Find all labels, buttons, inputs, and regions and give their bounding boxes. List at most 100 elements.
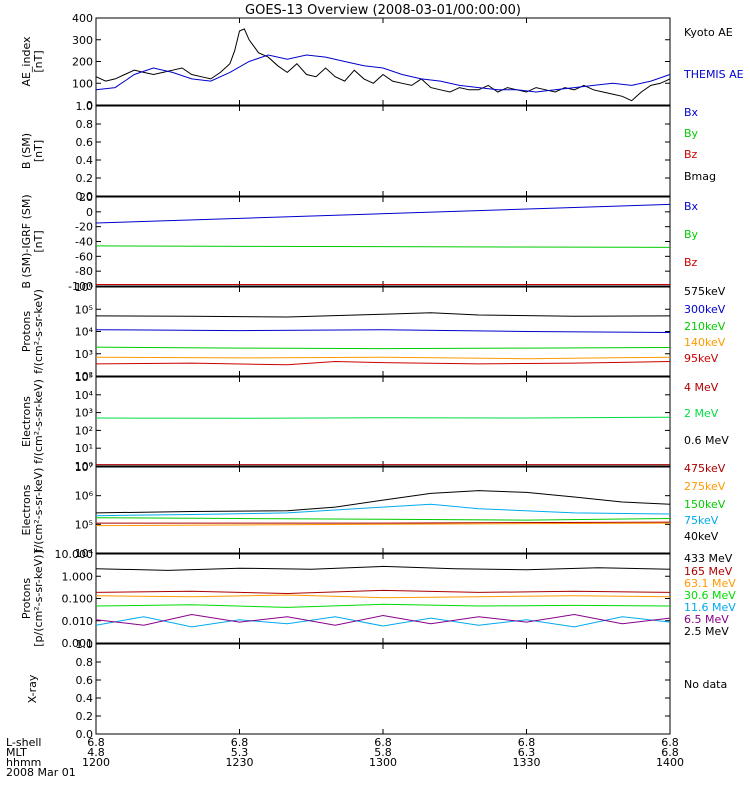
y-tick-label: 0 bbox=[86, 99, 93, 112]
y-axis-label: f/(cm²-s-sr-keV) bbox=[32, 468, 45, 553]
y-axis-label: B (SM) bbox=[20, 133, 33, 169]
y-tick-label: 10⁰ bbox=[75, 460, 94, 473]
date-label: 2008 Mar 01 bbox=[6, 766, 76, 779]
legend-entry: 2.5 MeV bbox=[684, 625, 729, 638]
y-tick-label: 10⁵ bbox=[75, 518, 93, 531]
legend-entry: 475keV bbox=[684, 462, 726, 475]
y-tick-label: 0.4 bbox=[76, 154, 94, 167]
y-tick-label: 10⁴ bbox=[75, 326, 94, 339]
panel-4: 10⁰ 10¹ 10² 10³ 10⁴ 10⁵ Electrons f/(cm²-s-sr-k… bbox=[20, 371, 729, 473]
x-tick-label: 6.3 bbox=[518, 746, 536, 759]
y-tick-label: -80 bbox=[75, 265, 93, 278]
y-axis-label: X-ray bbox=[26, 674, 39, 703]
legend-entry: 4 MeV bbox=[684, 381, 719, 394]
y-tick-label: 10⁴ bbox=[75, 547, 94, 560]
panel-6: 0.001 0.010 0.100 1.000 10.000 Protons [p/(cm²… bbox=[20, 548, 736, 650]
legend-entry: 40keV bbox=[684, 530, 719, 543]
series-line-63-1-mev bbox=[95, 594, 671, 599]
series-line-30-6-mev bbox=[95, 603, 671, 608]
series-line-95kev bbox=[95, 360, 671, 366]
series-line-300kev bbox=[95, 329, 671, 333]
no-data-note: No data bbox=[684, 678, 727, 691]
series-line-kyoto-ae bbox=[95, 28, 671, 102]
x-tick-label: 5.3 bbox=[231, 746, 249, 759]
legend-entry: Bz bbox=[684, 148, 698, 161]
y-tick-label: 10⁵ bbox=[75, 371, 93, 384]
legend-entry: 0.6 MeV bbox=[684, 434, 729, 447]
legend-entry: By bbox=[684, 127, 699, 140]
x-tick-label: 6.8 bbox=[518, 736, 536, 749]
legend-entry: 30.6 MeV bbox=[684, 589, 736, 602]
y-tick-label: 1.0 bbox=[76, 100, 94, 113]
legend-entry: 2 MeV bbox=[684, 407, 719, 420]
series-line-40kev bbox=[95, 490, 671, 514]
panel-3: 10² 10³ 10⁴ 10⁵ 10⁶ Protons f/(cm²-s-sr-keV) 57… bbox=[20, 281, 726, 383]
series-line-6-5-mev bbox=[95, 613, 671, 626]
y-axis-label: [nT] bbox=[32, 50, 45, 72]
y-axis-label: [nT] bbox=[32, 140, 45, 162]
legend-entry: 95keV bbox=[684, 352, 719, 365]
series-line-themis-ae bbox=[95, 54, 671, 93]
series-line-210kev bbox=[95, 346, 671, 350]
x-tick-label: 1230 bbox=[226, 756, 254, 769]
x-row-label: L-shell bbox=[6, 736, 42, 749]
x-row-label: MLT bbox=[6, 746, 27, 759]
legend-entry: THEMIS AE bbox=[683, 68, 744, 81]
x-tick-label: 4.8 bbox=[87, 746, 105, 759]
y-tick-label: -60 bbox=[75, 250, 93, 263]
y-tick-label: 10⁷ bbox=[75, 461, 93, 474]
y-axis-label: Electrons bbox=[20, 396, 33, 447]
x-tick-label: 1400 bbox=[656, 756, 684, 769]
x-tick-label: 6.8 bbox=[231, 736, 249, 749]
x-tick-label: 6.8 bbox=[661, 736, 679, 749]
y-tick-label: 0.010 bbox=[62, 615, 94, 628]
panel-frame bbox=[95, 196, 671, 287]
x-tick-label: 5.8 bbox=[374, 746, 392, 759]
y-tick-label: 300 bbox=[72, 34, 93, 47]
y-tick-label: 0.0 bbox=[76, 190, 94, 203]
y-tick-label: 1.000 bbox=[62, 570, 94, 583]
y-tick-label: 10² bbox=[75, 424, 93, 437]
panel-0: 0 100 200 300 400 AE_index [nT] Kyoto AE THEMIS … bbox=[20, 12, 744, 112]
legend-entry: 140keV bbox=[684, 336, 726, 349]
y-axis-label: [p/(cm²-s-sr-keV)] bbox=[32, 550, 45, 647]
y-axis-label: Electrons bbox=[20, 484, 33, 535]
y-tick-label: 0.100 bbox=[62, 593, 94, 606]
y-tick-label: 20 bbox=[79, 191, 93, 204]
series-line-575kev bbox=[95, 312, 671, 318]
y-tick-label: 1.0 bbox=[76, 638, 94, 651]
legend-entry: Bx bbox=[684, 200, 699, 213]
legend-entry: 6.5 MeV bbox=[684, 613, 729, 626]
panel-frame bbox=[95, 466, 671, 554]
series-line-150kev bbox=[95, 517, 671, 521]
y-tick-label: 0.001 bbox=[62, 637, 94, 650]
x-row-label: hhmm bbox=[6, 756, 41, 769]
x-tick-label: 1330 bbox=[513, 756, 541, 769]
x-tick-label: 1200 bbox=[82, 756, 110, 769]
panel-5: 10⁴ 10⁵ 10⁶ 10⁷ Electrons f/(cm²-s-sr-keV) 475… bbox=[20, 461, 726, 560]
y-tick-label: 0.6 bbox=[76, 136, 94, 149]
y-tick-label: 0.2 bbox=[76, 172, 94, 185]
y-tick-label: -40 bbox=[75, 236, 93, 249]
legend-entry: Bz bbox=[684, 256, 698, 269]
series-line-475kev bbox=[96, 521, 671, 524]
series-line-2-mev bbox=[95, 416, 671, 419]
legend-entry: Bmag bbox=[684, 170, 716, 183]
legend-entry: 275keV bbox=[684, 480, 726, 493]
y-tick-label: -100 bbox=[68, 280, 93, 293]
y-axis-label: Protons bbox=[20, 311, 33, 352]
series-line-bx bbox=[95, 203, 671, 224]
panel-1: 0.0 0.2 0.4 0.6 0.8 1.0 B (SM) [nT] Bx By Bz Bmag bbox=[20, 100, 716, 203]
y-tick-label: 0.6 bbox=[76, 674, 94, 687]
y-tick-label: -20 bbox=[75, 221, 93, 234]
legend-entry: 75keV bbox=[684, 514, 719, 527]
y-tick-label: 10⁵ bbox=[75, 303, 93, 316]
y-axis-label: AE_index bbox=[20, 36, 33, 87]
legend-entry: Kyoto AE bbox=[684, 26, 733, 39]
y-tick-label: 10⁶ bbox=[75, 281, 94, 294]
legend-entry: 300keV bbox=[684, 303, 726, 316]
y-tick-label: 10³ bbox=[75, 348, 93, 361]
x-tick-label: 6.8 bbox=[87, 736, 105, 749]
